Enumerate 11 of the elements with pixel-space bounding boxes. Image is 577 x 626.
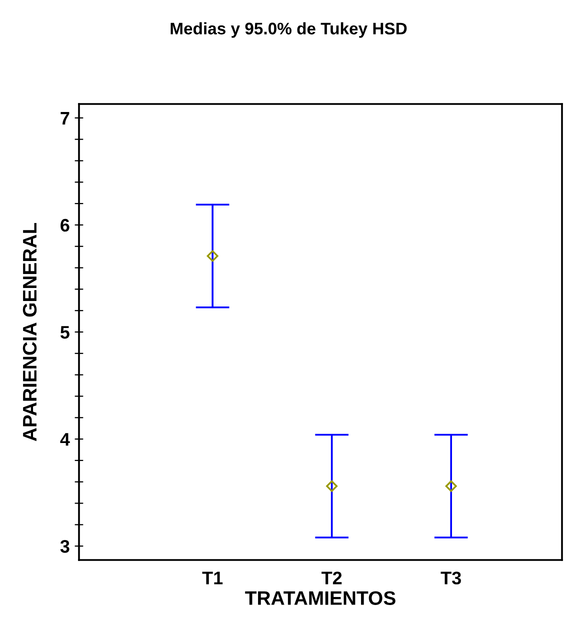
y-tick-label: 5 <box>60 326 70 339</box>
x-tick-label: T2 <box>322 572 342 584</box>
x-tick-label: T1 <box>202 572 223 584</box>
y-tick-label: 4 <box>60 433 70 446</box>
x-tick-label: T3 <box>440 572 461 584</box>
x-axis-title: TRATAMIENTOS <box>245 591 396 606</box>
y-tick-label: 6 <box>60 218 70 232</box>
y-axis-title: APARIENCIA GENERAL <box>22 222 37 442</box>
chart-title: Medias y 95.0% de Tukey HSD <box>170 22 407 38</box>
y-tick-label: 3 <box>60 540 70 553</box>
y-tick-label: 7 <box>60 112 70 124</box>
